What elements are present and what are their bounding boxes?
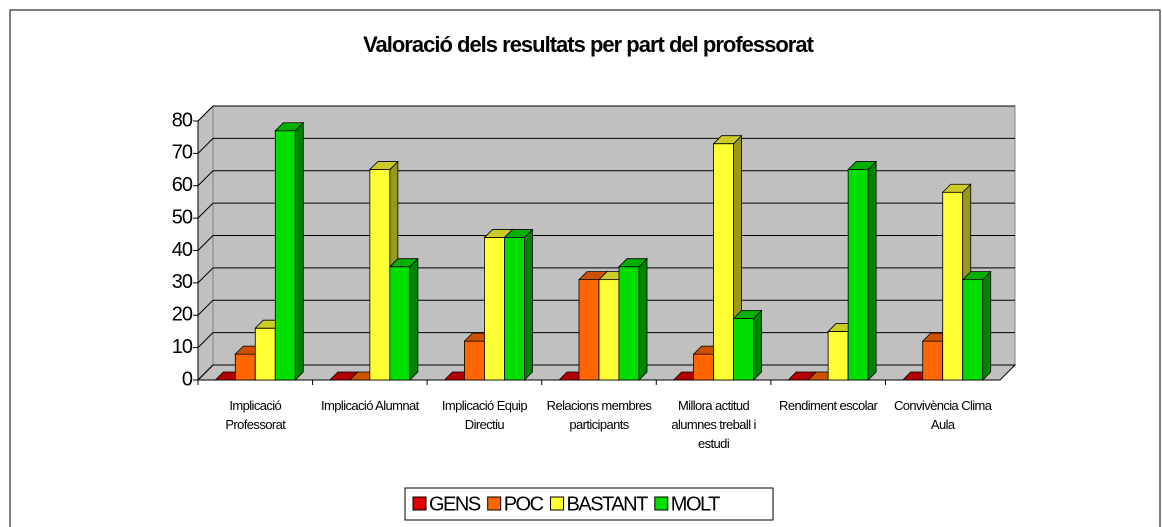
bar-front (504, 237, 525, 381)
y-tick-label: 80 (172, 109, 193, 131)
bar-front (598, 279, 620, 381)
y-tick-label: 70 (172, 142, 193, 164)
bar-front (847, 169, 869, 381)
bar-top (368, 161, 399, 170)
legend: GENS POC BASTANT MOLT (404, 487, 774, 521)
bar-side (638, 257, 648, 381)
bar-side (409, 257, 419, 381)
x-tick-label: Implicació Equip Directiu (441, 398, 528, 432)
y-tick-label: 20 (172, 304, 193, 326)
bar-front (942, 191, 964, 381)
x-tick-label: Implicació Alumnat (321, 398, 419, 413)
grid-line-side (197, 105, 214, 122)
legend-swatch (550, 496, 565, 511)
bar-top (388, 258, 419, 268)
bar-front (369, 169, 391, 381)
legend-box (404, 487, 774, 521)
bar (732, 309, 763, 381)
bar (503, 228, 534, 381)
bar-side (753, 309, 762, 381)
legend-label: GENS (429, 493, 481, 515)
grid-line-side (197, 202, 214, 219)
bar-front (389, 266, 411, 381)
bar-front (274, 130, 296, 381)
bar-front (484, 237, 505, 381)
bar-front (693, 353, 714, 381)
legend-swatch (412, 496, 427, 511)
bar-front (922, 340, 944, 381)
bar-side (294, 121, 304, 381)
x-tick-label: Convivència Clima Aula (893, 398, 992, 432)
bar-top (847, 161, 878, 170)
x-tick-label: Rendiment escolar (779, 398, 878, 413)
y-tick-label: 10 (172, 336, 193, 358)
bar-front (962, 279, 984, 381)
bar-front (234, 353, 256, 381)
bar-front (827, 331, 849, 381)
bar-front (618, 266, 640, 381)
grid-line-side (197, 267, 214, 284)
bar-front (713, 143, 734, 381)
bar-top (618, 258, 648, 268)
bar (388, 257, 419, 381)
grid-line-side (197, 235, 214, 251)
grid-line-side (197, 332, 214, 348)
chart-title: Valoració dels resultats per part del pr… (363, 32, 815, 57)
bar (274, 121, 305, 381)
legend-swatch (654, 496, 669, 511)
x-tick-label: Millora actitud alumnes treball i estudi (671, 398, 756, 451)
y-tick-label: 60 (172, 174, 193, 196)
bar-side (524, 228, 533, 381)
bar (847, 160, 878, 381)
grid-line-side (197, 364, 214, 381)
bar-top (961, 271, 992, 281)
bar (618, 257, 648, 381)
bar-top (712, 135, 743, 145)
bar-side (982, 270, 992, 381)
y-tick-label: 50 (172, 206, 193, 228)
bar-front (578, 279, 600, 381)
legend-label: MOLT (671, 493, 720, 515)
x-tick-label: Implicació Professorat (225, 398, 286, 432)
x-tick-label: Relacions membres participants (546, 398, 652, 432)
legend-swatch (487, 496, 502, 511)
bar-top (503, 229, 534, 238)
grid-line-side (197, 138, 214, 154)
bar-front (464, 340, 485, 381)
bar-top (274, 122, 305, 132)
y-tick-label: 40 (172, 239, 193, 261)
bar-top (941, 183, 972, 193)
bar-top (732, 310, 763, 319)
bar-front (254, 327, 276, 381)
grid-line-side (197, 299, 214, 316)
y-tick-label: 30 (172, 271, 193, 293)
grid-line-side (197, 170, 214, 187)
y-tick-label: 0 (182, 368, 193, 390)
legend-label: BASTANT (567, 493, 649, 515)
bar-front (733, 318, 754, 381)
bar-side (867, 160, 877, 381)
legend-label: POC (504, 493, 544, 515)
bar (961, 270, 992, 381)
